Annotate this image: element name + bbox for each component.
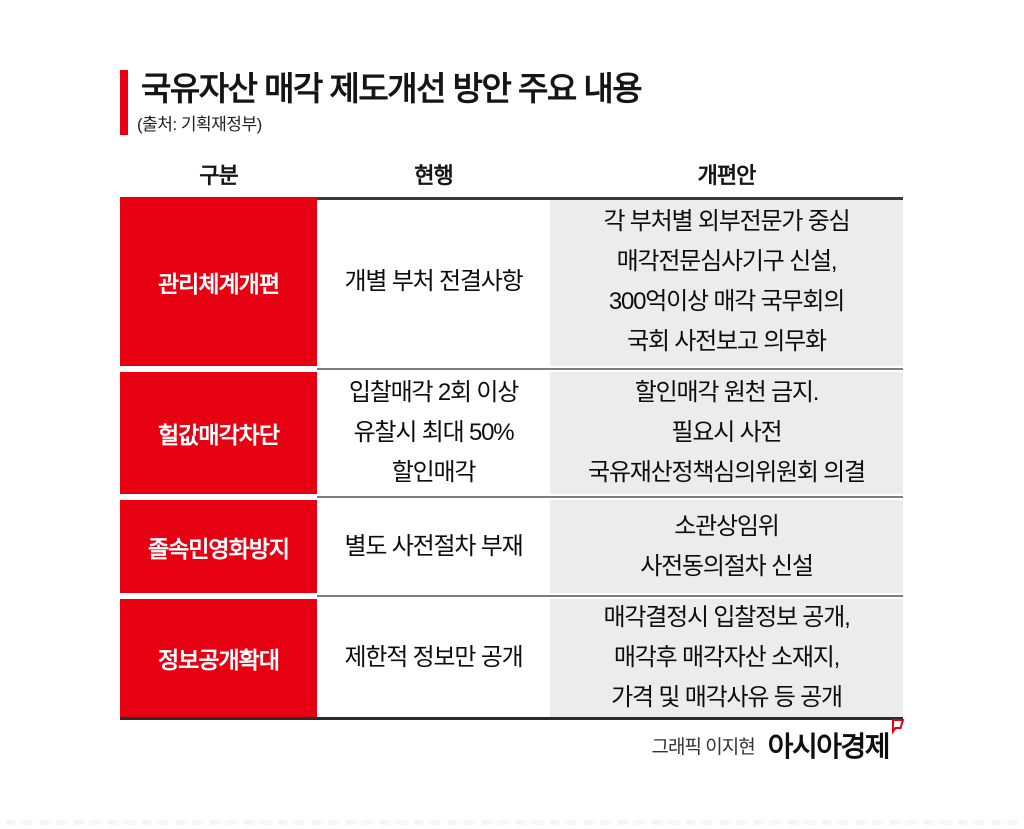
reform-cell: 소관상임위 사전동의절차 신설 xyxy=(550,500,903,593)
column-header-category: 구분 xyxy=(199,162,238,188)
table-top-border xyxy=(317,197,903,200)
reform-cell: 매각결정시 입찰정보 공개, 매각후 매각자산 소재지, 가격 및 매각사유 등… xyxy=(550,599,903,717)
current-cell: 제한적 정보만 공개 xyxy=(317,599,550,717)
column-header-reform: 개편안 xyxy=(697,162,757,188)
category-cell: 관리체계개편 xyxy=(120,197,317,366)
category-cell: 헐값매각차단 xyxy=(120,372,317,494)
current-cell: 별도 사전절차 부재 xyxy=(317,500,550,593)
table-row: 관리체계개편 개별 부처 전결사항 각 부처별 외부전문가 중심 매각전문심사기… xyxy=(120,197,903,366)
table-row: 헐값매각차단 입찰매각 2회 이상 유찰시 최대 50% 할인매각 할인매각 원… xyxy=(120,372,903,494)
reform-cell: 각 부처별 외부전문가 중심 매각전문심사기구 신설, 300억이상 매각 국무… xyxy=(550,197,903,366)
row-divider xyxy=(120,494,903,500)
source-label: (출처: 기획재정부) xyxy=(137,115,262,134)
page-title: 국유자산 매각 제도개선 방안 주요 내용 xyxy=(141,70,643,107)
row-divider xyxy=(120,366,903,372)
reform-plan-table: 관리체계개편 개별 부처 전결사항 각 부처별 외부전문가 중심 매각전문심사기… xyxy=(120,197,903,720)
table-column-headers: 구분 현행 개편안 xyxy=(120,150,903,197)
category-cell: 졸속민영화방지 xyxy=(120,500,317,593)
graphic-credit: 그래픽 이지현 xyxy=(651,736,756,758)
current-cell: 개별 부처 전결사항 xyxy=(317,197,550,366)
reform-cell: 할인매각 원천 금지. 필요시 사전 국유재산정책심의위원회 의결 xyxy=(550,372,903,494)
row-divider xyxy=(120,593,903,599)
title-accent-bar xyxy=(120,70,128,135)
table-row: 정보공개확대 제한적 정보만 공개 매각결정시 입찰정보 공개, 매각후 매각자… xyxy=(120,599,903,717)
footer: 그래픽 이지현 아시아경제 xyxy=(651,719,905,765)
current-cell: 입찰매각 2회 이상 유찰시 최대 50% 할인매각 xyxy=(317,372,550,494)
column-header-current: 현행 xyxy=(414,162,453,188)
publisher-logo-mark-icon xyxy=(892,719,905,734)
category-cell: 정보공개확대 xyxy=(120,599,317,717)
table-row: 졸속민영화방지 별도 사전절차 부재 소관상임위 사전동의절차 신설 xyxy=(120,500,903,593)
publisher-logo: 아시아경제 xyxy=(767,719,905,765)
bottom-edge-artifact xyxy=(6,820,1018,825)
publisher-logo-text: 아시아경제 xyxy=(767,731,891,762)
